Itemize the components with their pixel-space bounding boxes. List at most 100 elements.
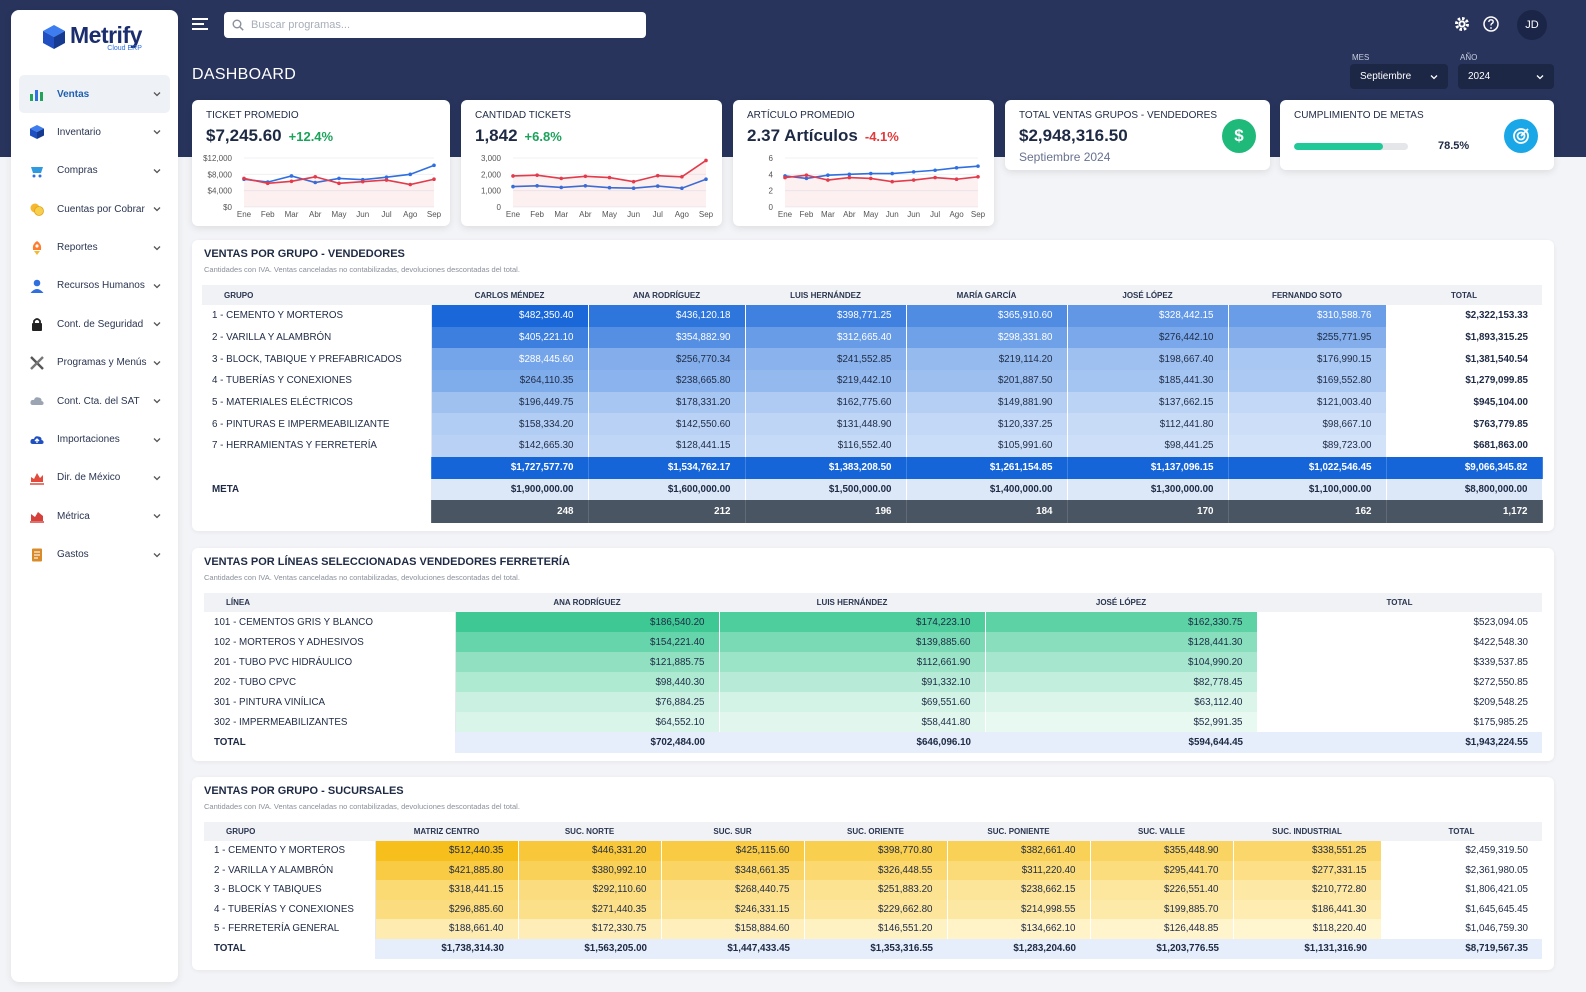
sidebar-item-compras[interactable]: Compras [19,152,170,190]
column-header[interactable]: SUC. ORIENTE [804,822,947,841]
sidebar-item-recursos-humanos[interactable]: Recursos Humanos [19,267,170,305]
sidebar-item-programas-y-menus[interactable]: Programas y Menús [19,344,170,382]
app-logo[interactable]: Metrify Cloud ERP [41,24,142,52]
column-header[interactable]: SUC. NORTE [518,822,661,841]
column-header[interactable]: SUC. PONIENTE [947,822,1090,841]
sidebar-item-importaciones[interactable]: Importaciones [19,421,170,459]
table-row[interactable]: 202 - TUBO CPVC $98,440.30 $91,332.10 $82,7… [204,672,1542,692]
area-chart-icon [30,512,44,524]
table-row[interactable]: 5 - FERRETERÍA GENERAL $188,661.40 $172,33… [204,919,1542,939]
data-point [868,171,873,176]
column-header[interactable]: ANA RODRÍGUEZ [455,593,719,612]
table-row[interactable]: 4 - TUBERÍAS Y CONEXIONES $264,110.35 $238… [202,370,1542,392]
row-label: TOTAL [214,737,246,748]
gear-icon[interactable] [1453,15,1471,33]
table-cell: $121,003.40 [1228,391,1387,414]
table-row[interactable]: 201 - TUBO PVC HIDRÁULICO $121,885.75 $112… [204,652,1542,672]
column-header[interactable]: LUIS HERNÁNDEZ [745,285,906,305]
goal-progress-value: 78.5% [1438,140,1470,152]
chevron-down-icon [153,207,161,212]
table-row[interactable]: 1 - CEMENTO Y MORTEROS $482,350.40 $436,12… [202,305,1542,327]
table-cell: $1,203,776.55 [1090,938,1233,959]
table-row[interactable]: 7 - HERRAMIENTAS Y FERRETERÍA $142,665.30… [202,435,1542,457]
column-header[interactable]: TOTAL [1257,593,1542,612]
data-point [631,179,636,184]
table-row[interactable]: 2 - VARILLA Y ALAMBRÓN $421,885.80 $380,99… [204,860,1542,880]
data-point [408,172,413,177]
table-row[interactable]: 102 - MORTEROS Y ADHESIVOS $154,221.40 $13… [204,632,1542,652]
x-tick-label: Feb [530,210,544,219]
year-select[interactable]: 2024 [1458,64,1554,89]
table-row[interactable]: 3 - BLOCK Y TABIQUES $318,441.15 $292,110.… [204,880,1542,900]
column-header[interactable]: MARÍA GARCÍA [906,285,1067,305]
column-header[interactable]: JOSÉ LÓPEZ [1067,285,1228,305]
column-header[interactable]: GRUPO [202,285,431,305]
user-avatar[interactable]: JD [1517,10,1547,40]
table-row[interactable]: 2 - VARILLA Y ALAMBRÓN $405,221.10 $354,88… [202,326,1542,349]
table-cell: $238,665.80 [588,370,746,392]
column-header[interactable]: LUIS HERNÁNDEZ [719,593,985,612]
table-row[interactable]: 6 - PINTURAS E IMPERMEABILIZANTE $158,334… [202,413,1542,436]
table-cell: $214,998.55 [947,899,1091,919]
chevron-down-icon [153,475,161,481]
column-header[interactable]: LÍNEA [204,593,455,612]
column-header[interactable]: SUC. VALLE [1090,822,1233,841]
column-header[interactable]: TOTAL [1381,822,1542,841]
series-line [784,174,979,183]
kpi-title: CUMPLIMIENTO DE METAS [1294,110,1424,121]
row-total: $9,066,345.82 [1386,456,1543,479]
table-row[interactable]: 1 - CEMENTO Y MORTEROS $512,440.35 $446,33… [204,841,1542,861]
column-header[interactable]: JOSÉ LÓPEZ [985,593,1257,612]
table-cell: $241,552.85 [745,348,907,371]
table-row[interactable]: 101 - CEMENTOS GRIS Y BLANCO $186,540.20 $… [204,612,1542,632]
menu-icon[interactable] [192,17,208,31]
sidebar-item-inventario[interactable]: Inventario [19,113,170,151]
column-header[interactable]: FERNANDO SOTO [1228,285,1386,305]
column-header[interactable]: SUC. SUR [661,822,804,841]
table-cell: $104,990.20 [985,652,1258,672]
table-cell: $1,353,316.55 [804,938,947,959]
sidebar-item-reportes[interactable]: Reportes [19,229,170,267]
table-row[interactable]: 5 - MATERIALES ELÉCTRICOS $196,449.75 $178… [202,391,1542,414]
column-header[interactable]: SUC. INDUSTRIAL [1233,822,1381,841]
sidebar-item-cont-de-seguridad[interactable]: Cont. de Seguridad [19,305,170,343]
table-row[interactable]: 301 - PINTURA VINÍLICA $76,884.25 $69,551.… [204,692,1542,712]
target-glyph [1513,128,1529,144]
table-row[interactable]: 3 - BLOCK, TABIQUE Y PREFABRICADOS $288,4… [202,348,1542,371]
table-cell: $328,442.15 [1067,305,1229,327]
column-header[interactable]: ANA RODRÍGUEZ [588,285,745,305]
y-tick-label: 0 [769,203,774,212]
panel-subtitle: Cantidades con IVA. Ventas canceladas no… [204,265,520,274]
table-cell: $178,331.20 [588,391,746,414]
table-cell: $296,885.60 [375,899,519,919]
y-tick-label: 2,000 [481,170,502,179]
sidebar-item-cuentas-por-cobrar[interactable]: Cuentas por Cobrar [19,190,170,228]
table-cell: $162,775.60 [745,391,907,414]
sidebar-item-ventas[interactable]: Ventas [19,75,170,113]
sidebar-item-gastos[interactable]: Gastos [19,536,170,574]
sidebar-item-cont-cta-del-sat[interactable]: Cont. Cta. del SAT [19,382,170,420]
search-input[interactable] [251,19,631,31]
column-header[interactable]: GRUPO [204,822,375,841]
table-cell: $219,442.10 [745,370,907,392]
y-tick-label: 4 [769,170,774,179]
sidebar-item-dir-de-mexico[interactable]: Dir. de México [19,459,170,497]
column-header[interactable]: TOTAL [1386,285,1542,305]
row-total: $272,550.85 [1473,676,1528,688]
sidebar-item-metrica[interactable]: Métrica [19,497,170,535]
kpi-value: 2.37 Artículos -4.1% [747,126,899,145]
total-row: TOTAL $702,484.00 $646,096.10 $594,644.45 $1… [204,732,1542,753]
help-icon[interactable] [1482,15,1500,33]
x-tick-label: Sep [427,210,442,219]
row-label: TOTAL [214,943,246,954]
data-point [976,164,980,168]
table-row[interactable]: 302 - IMPERMEABILIZANTES $64,552.10 $58,44… [204,712,1542,732]
row-label: 201 - TUBO PVC HIDRÁULICO [204,652,456,672]
month-select[interactable]: Septiembre [1350,64,1448,89]
row-label: 301 - PINTURA VINÍLICA [204,692,456,712]
column-header[interactable]: MATRIZ CENTRO [375,822,518,841]
column-header[interactable]: CARLOS MÉNDEZ [431,285,588,305]
data-point [804,176,809,181]
table-row[interactable]: 4 - TUBERÍAS Y CONEXIONES $296,885.60 $271… [204,899,1542,919]
x-tick-label: Ene [237,210,252,219]
